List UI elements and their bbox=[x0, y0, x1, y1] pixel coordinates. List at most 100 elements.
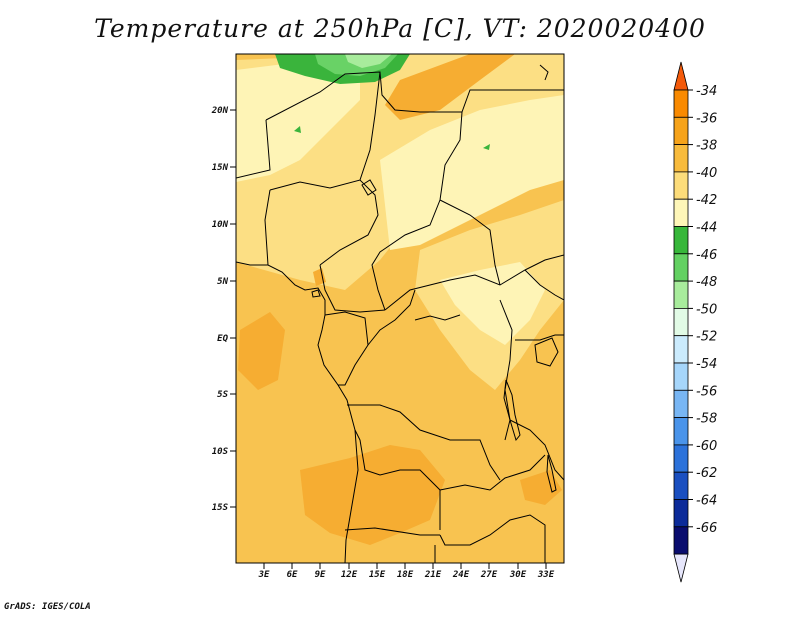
colorbar-swatch bbox=[673, 499, 689, 528]
colorbar-label: -48 bbox=[696, 275, 717, 290]
colorbar-label: -50 bbox=[696, 302, 717, 317]
country-borders bbox=[236, 64, 564, 563]
lat-tick-label: 15S bbox=[212, 503, 229, 513]
chart-title: Temperature at 250hPa [C], VT: 202002040… bbox=[94, 14, 706, 43]
lon-tick-label: 30E bbox=[509, 570, 527, 580]
colorbar-label: -38 bbox=[696, 139, 717, 154]
colorbar-label: -40 bbox=[696, 166, 717, 181]
border-sudan bbox=[439, 199, 501, 286]
border-east-b bbox=[515, 334, 564, 341]
lat-tick-label: 5N bbox=[217, 277, 228, 287]
lon-tick-label: 18E bbox=[397, 570, 414, 580]
colorbar-swatch bbox=[673, 417, 689, 446]
lon-tick-label: 21E bbox=[424, 570, 442, 580]
colorbar-label: -44 bbox=[696, 221, 717, 236]
field-band-44-east bbox=[440, 262, 545, 345]
border-drc-west bbox=[367, 289, 416, 346]
colorbar: -34 -36 -38 -40 -42 -44 -46 -48 -50 -52 -54 -56 -58 -… bbox=[673, 61, 717, 583]
lon-tick-label: 15E bbox=[369, 570, 386, 580]
colorbar-swatch bbox=[673, 171, 689, 200]
colorbar-swatch bbox=[673, 280, 689, 309]
field-cold-50 bbox=[345, 54, 392, 68]
colorbar-swatch bbox=[673, 526, 689, 555]
colorbar-label: -58 bbox=[696, 412, 717, 427]
border-angola bbox=[354, 429, 441, 530]
border-tanzania bbox=[509, 419, 564, 481]
longitude-axis: 3E 6E 9E 12E 15E 18E 21E 24E 27E 30E 33E bbox=[258, 563, 555, 580]
lat-tick-label: 15N bbox=[212, 163, 229, 173]
coastline-west bbox=[236, 261, 359, 563]
colorbar-swatch bbox=[673, 471, 689, 500]
border-angola-south bbox=[344, 527, 440, 536]
border-north-b bbox=[236, 119, 271, 179]
colorbar-swatch bbox=[673, 362, 689, 391]
field-patch-38-gulf bbox=[313, 268, 326, 286]
colorbar-label: -54 bbox=[696, 357, 717, 372]
colorbar-label: -56 bbox=[696, 384, 717, 399]
border-nigeria-west bbox=[264, 189, 271, 266]
lat-tick-label: EQ bbox=[217, 334, 228, 344]
lat-tick-label: 10N bbox=[212, 220, 229, 230]
colorbar-swatch bbox=[673, 444, 689, 473]
field-speck-green-1 bbox=[294, 126, 301, 133]
latitude-axis: 20N 15N 10N 5N EQ 5S 10S 15S bbox=[211, 106, 236, 513]
colorbar-label: -34 bbox=[696, 84, 717, 99]
temperature-field bbox=[236, 54, 564, 563]
lat-tick-label: 10S bbox=[212, 447, 229, 457]
lat-tick-label: 20N bbox=[211, 106, 229, 116]
border-zambia bbox=[439, 454, 546, 491]
colorbar-swatch bbox=[673, 253, 689, 282]
border-botswana bbox=[439, 514, 546, 563]
colorbar-label: -64 bbox=[696, 494, 717, 509]
colorbar-label: -66 bbox=[696, 521, 717, 536]
lon-tick-label: 9E bbox=[315, 570, 326, 580]
colorbar-swatch bbox=[673, 144, 689, 173]
border-mali-niger bbox=[359, 71, 381, 181]
field-speck-green-2 bbox=[483, 144, 490, 150]
map-frame bbox=[235, 53, 565, 564]
border-chad bbox=[371, 111, 463, 311]
colorbar-bottom-arrow bbox=[673, 553, 689, 583]
colorbar-swatch bbox=[673, 389, 689, 418]
colorbar-label: -36 bbox=[696, 111, 717, 126]
colorbar-swatch bbox=[673, 335, 689, 364]
lat-tick-label: 5S bbox=[217, 390, 228, 400]
colorbar-label: -42 bbox=[696, 193, 717, 208]
footer-credit: GrADS: IGES/COLA bbox=[4, 602, 91, 612]
lake-malawi bbox=[546, 454, 557, 493]
field-patch-38-north bbox=[385, 54, 515, 120]
colorbar-label: -46 bbox=[696, 248, 717, 263]
field-patch-38-west bbox=[238, 312, 285, 390]
lon-tick-label: 33E bbox=[537, 570, 555, 580]
lon-tick-label: 6E bbox=[287, 570, 298, 580]
colorbar-top-arrow bbox=[673, 61, 689, 91]
field-patch-38-se bbox=[520, 470, 562, 505]
border-niger-south bbox=[269, 179, 379, 266]
border-drc-south bbox=[347, 404, 501, 481]
lake-tanganyika bbox=[503, 379, 521, 442]
colorbar-swatch bbox=[673, 307, 689, 337]
border-cameroon bbox=[319, 264, 386, 313]
colorbar-label: -60 bbox=[696, 439, 717, 454]
colorbar-label: -52 bbox=[696, 330, 717, 345]
lon-tick-label: 27E bbox=[480, 570, 498, 580]
lake-chad bbox=[361, 179, 377, 196]
colorbar-swatch bbox=[673, 116, 689, 146]
border-east-a bbox=[524, 269, 564, 301]
river-congo bbox=[414, 314, 461, 321]
colorbar-label: -62 bbox=[696, 466, 717, 481]
border-car bbox=[384, 254, 564, 311]
island-bioko bbox=[311, 289, 321, 298]
lon-tick-label: 24E bbox=[452, 570, 470, 580]
lon-tick-label: 12E bbox=[341, 570, 358, 580]
border-north-a bbox=[265, 71, 564, 121]
colorbar-swatch bbox=[673, 226, 689, 255]
colorbar-swatch bbox=[673, 89, 689, 118]
field-band-44-mid bbox=[380, 95, 564, 250]
colorbar-swatch bbox=[673, 198, 689, 227]
lake-nasser bbox=[539, 64, 549, 81]
lon-tick-label: 3E bbox=[258, 570, 270, 580]
border-drc-east bbox=[499, 299, 513, 441]
lake-victoria bbox=[534, 337, 559, 367]
